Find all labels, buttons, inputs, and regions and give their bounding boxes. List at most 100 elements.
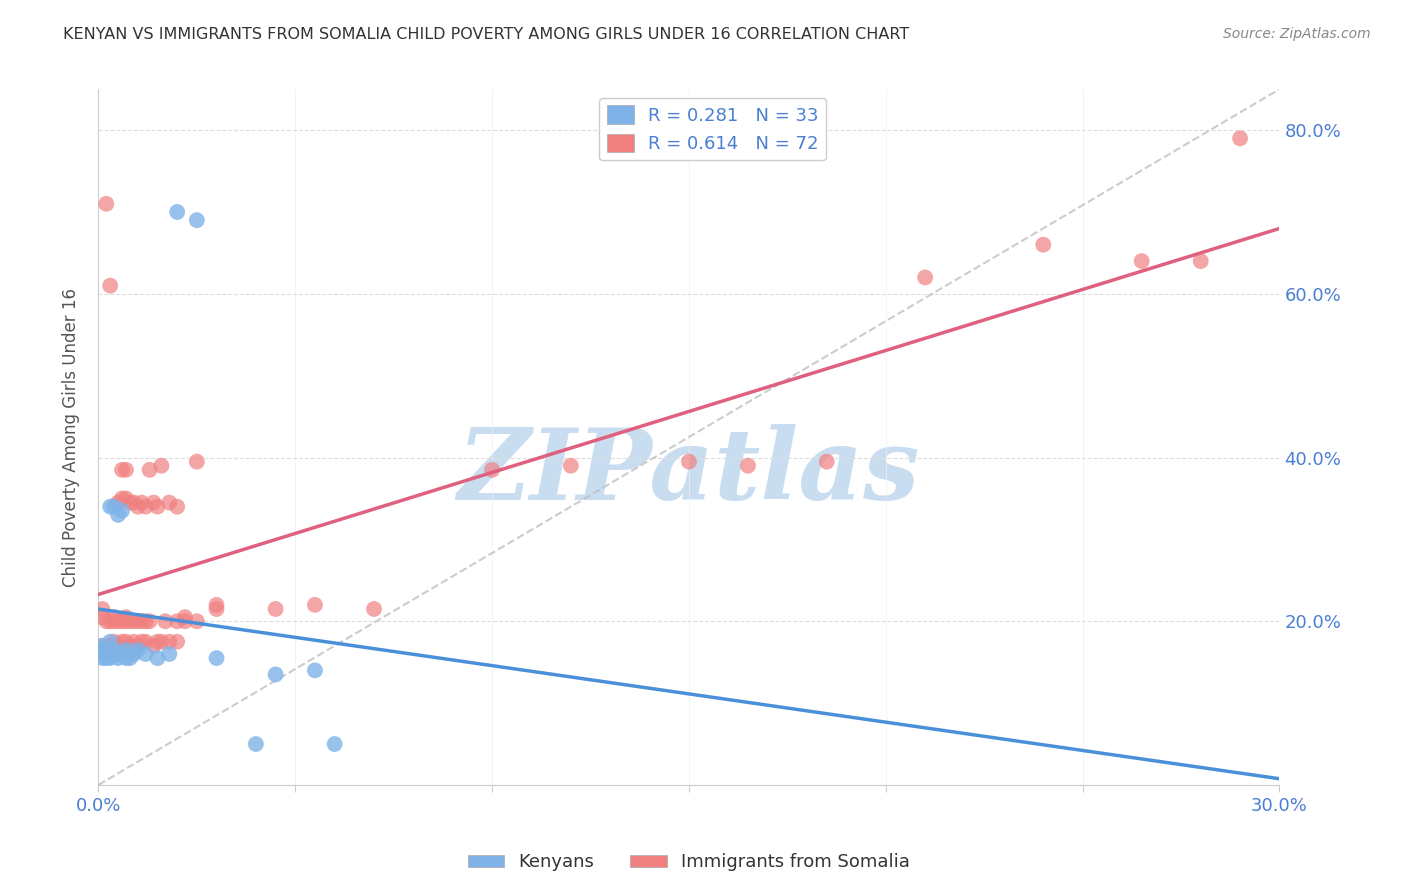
Point	[122, 647, 145, 661]
Point	[205, 651, 228, 665]
Point	[111, 634, 134, 648]
Point	[96, 196, 118, 211]
Point	[103, 647, 125, 661]
Point	[264, 602, 287, 616]
Point	[142, 495, 165, 509]
Legend: Kenyans, Immigrants from Somalia: Kenyans, Immigrants from Somalia	[461, 847, 917, 879]
Point	[1032, 237, 1054, 252]
Point	[166, 500, 188, 514]
Text: ZIPatlas: ZIPatlas	[458, 424, 920, 520]
Point	[363, 602, 385, 616]
Point	[150, 458, 173, 473]
Point	[127, 639, 149, 653]
Point	[560, 458, 582, 473]
Point	[96, 651, 118, 665]
Point	[166, 614, 188, 628]
Point	[115, 610, 138, 624]
Point	[107, 651, 129, 665]
Point	[91, 602, 114, 616]
Point	[131, 614, 153, 628]
Point	[481, 463, 503, 477]
Point	[245, 737, 267, 751]
Point	[127, 500, 149, 514]
Point	[91, 651, 114, 665]
Point	[107, 495, 129, 509]
Point	[1130, 254, 1153, 268]
Point	[135, 634, 157, 648]
Text: Source: ZipAtlas.com: Source: ZipAtlas.com	[1223, 27, 1371, 41]
Point	[142, 639, 165, 653]
Point	[118, 614, 141, 628]
Point	[1189, 254, 1212, 268]
Point	[914, 270, 936, 285]
Point	[135, 614, 157, 628]
Point	[304, 598, 326, 612]
Point	[103, 634, 125, 648]
Point	[157, 647, 180, 661]
Point	[103, 614, 125, 628]
Point	[131, 495, 153, 509]
Point	[1229, 131, 1251, 145]
Point	[107, 639, 129, 653]
Point	[98, 634, 121, 648]
Point	[118, 651, 141, 665]
Point	[115, 463, 138, 477]
Point	[135, 500, 157, 514]
Point	[131, 634, 153, 648]
Point	[96, 614, 118, 628]
Point	[111, 491, 134, 506]
Point	[98, 647, 121, 661]
Point	[150, 634, 173, 648]
Point	[111, 647, 134, 661]
Point	[107, 647, 129, 661]
Point	[96, 643, 118, 657]
Point	[111, 504, 134, 518]
Point	[115, 643, 138, 657]
Text: KENYAN VS IMMIGRANTS FROM SOMALIA CHILD POVERTY AMONG GIRLS UNDER 16 CORRELATION: KENYAN VS IMMIGRANTS FROM SOMALIA CHILD …	[63, 27, 910, 42]
Point	[815, 455, 838, 469]
Point	[98, 614, 121, 628]
Point	[98, 639, 121, 653]
Point	[157, 634, 180, 648]
Point	[91, 639, 114, 653]
Point	[138, 463, 160, 477]
Point	[264, 667, 287, 681]
Point	[107, 614, 129, 628]
Point	[127, 614, 149, 628]
Point	[146, 651, 169, 665]
Point	[91, 643, 114, 657]
Point	[122, 614, 145, 628]
Point	[96, 643, 118, 657]
Point	[166, 634, 188, 648]
Point	[135, 647, 157, 661]
Point	[107, 508, 129, 522]
Point	[186, 213, 208, 227]
Point	[103, 643, 125, 657]
Point	[115, 651, 138, 665]
Legend: R = 0.281   N = 33, R = 0.614   N = 72: R = 0.281 N = 33, R = 0.614 N = 72	[599, 98, 825, 161]
Point	[103, 500, 125, 514]
Point	[111, 463, 134, 477]
Point	[103, 610, 125, 624]
Point	[146, 634, 169, 648]
Point	[111, 614, 134, 628]
Point	[155, 614, 177, 628]
Point	[98, 278, 121, 293]
Point	[115, 634, 138, 648]
Point	[118, 495, 141, 509]
Point	[115, 614, 138, 628]
Point	[174, 610, 197, 624]
Point	[127, 643, 149, 657]
Point	[98, 651, 121, 665]
Point	[186, 614, 208, 628]
Point	[678, 455, 700, 469]
Point	[91, 639, 114, 653]
Point	[166, 205, 188, 219]
Point	[737, 458, 759, 473]
Point	[91, 610, 114, 624]
Point	[205, 598, 228, 612]
Point	[186, 455, 208, 469]
Point	[96, 647, 118, 661]
Point	[146, 500, 169, 514]
Point	[157, 495, 180, 509]
